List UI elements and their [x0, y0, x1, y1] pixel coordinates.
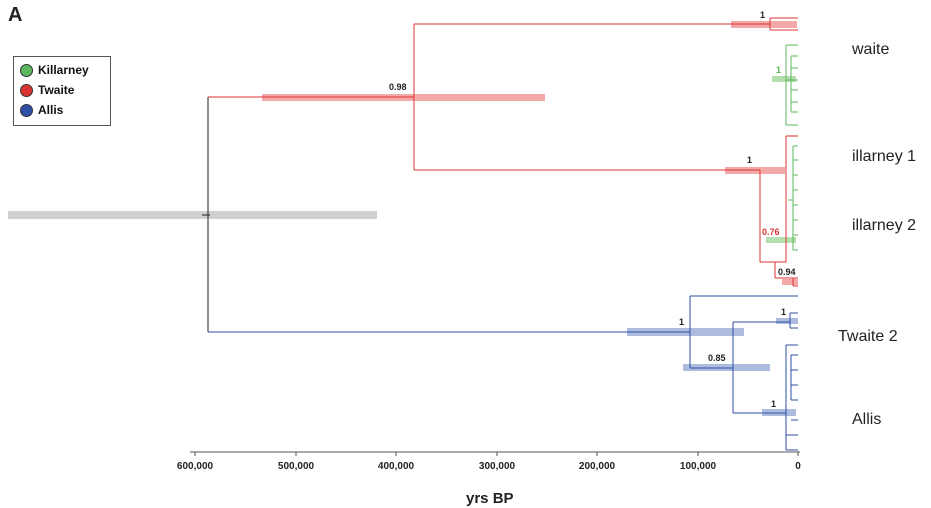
support-value: 1	[771, 399, 776, 409]
legend-item-twaite: Twaite	[20, 83, 74, 97]
support-value: 0.85	[708, 353, 726, 363]
clade-label-twaite-2: Twaite 2	[838, 328, 898, 345]
clade-label-killarney-1: illarney 1	[852, 148, 917, 165]
twaite-swatch-icon	[20, 83, 33, 97]
tick-label: 100,000	[680, 461, 717, 472]
allis-clade-branches	[208, 295, 798, 451]
tick-label: 200,000	[579, 461, 616, 472]
support-value: 1	[776, 65, 781, 75]
legend-label: Allis	[38, 103, 64, 117]
x-axis: 600,000 500,000 400,000 300,000 200,000 …	[177, 451, 801, 472]
x-axis-label: yrs BP	[466, 490, 514, 507]
support-values: 1 0.98 1 1 0.76 0.94 1 1 0.85 1	[389, 10, 796, 409]
tick-label: 300,000	[479, 461, 516, 472]
tick-label: 600,000	[177, 461, 214, 472]
support-value: 1	[747, 155, 752, 165]
hpd-bars	[8, 21, 798, 416]
support-value: 1	[781, 307, 786, 317]
legend-item-allis: Allis	[20, 103, 63, 117]
support-value: 0.76	[762, 227, 780, 237]
legend-item-killarney: Killarney	[20, 63, 89, 77]
legend: Killarney Twaite Allis	[13, 56, 111, 126]
support-value: 0.98	[389, 82, 407, 92]
twaite-clade-branches	[208, 17, 798, 287]
x-axis-ticks	[194, 452, 799, 456]
clade-label-twaite: waite	[852, 41, 890, 58]
tick-label: 400,000	[378, 461, 415, 472]
allis-top-hpd-bar	[776, 318, 798, 324]
killarney-clade-branches	[785, 44, 798, 251]
twaite2-hpd-bar	[782, 279, 798, 285]
tick-label: 500,000	[278, 461, 315, 472]
legend-label: Killarney	[38, 63, 89, 77]
tick-label: 0	[795, 461, 801, 472]
support-value: 1	[679, 317, 684, 327]
support-value: 1	[760, 10, 765, 20]
killarney2-hpd-bar	[766, 237, 796, 243]
panel-label: A	[8, 4, 23, 26]
killarney1-hpd-bar	[772, 76, 796, 82]
clade-label-killarney-2: illarney 2	[852, 217, 917, 234]
support-value: 0.94	[778, 267, 796, 277]
legend-label: Twaite	[38, 83, 75, 97]
clade-label-allis: Allis	[852, 411, 882, 428]
allis-swatch-icon	[20, 103, 33, 117]
root-branches	[202, 97, 210, 332]
killarney-swatch-icon	[20, 63, 33, 77]
root-hpd-bar	[8, 211, 377, 219]
